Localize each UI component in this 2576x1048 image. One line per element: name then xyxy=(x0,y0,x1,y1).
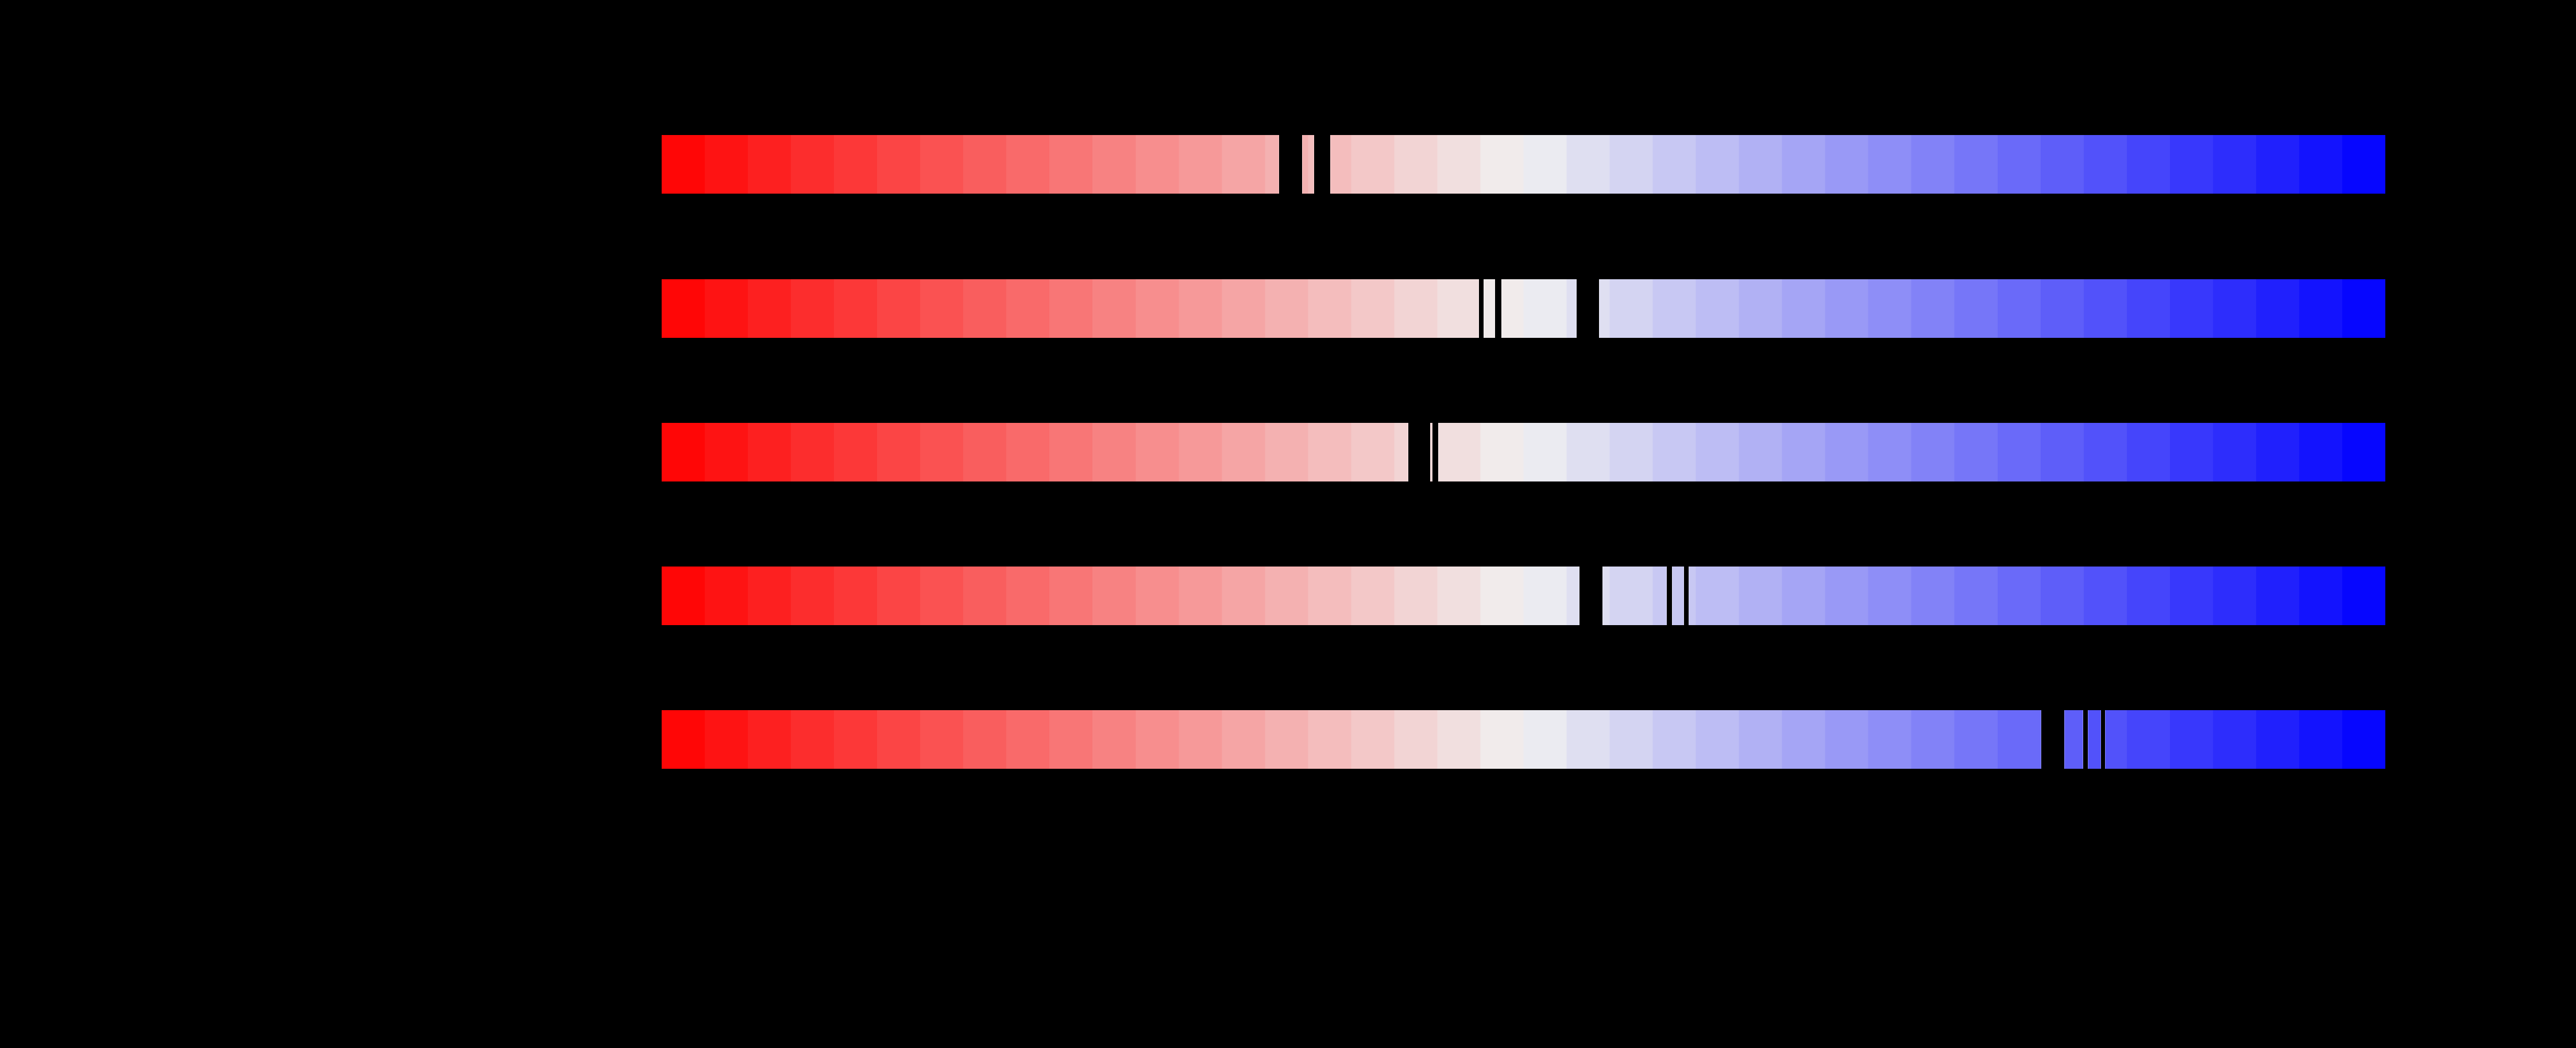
colorbar-marker-3-1[interactable] xyxy=(1408,423,1430,481)
colorbar-row-2[interactable] xyxy=(662,279,2385,338)
colorbar-gradient-2 xyxy=(662,279,2385,338)
colorbar-marker-5-1[interactable] xyxy=(2041,710,2064,769)
colorbar-row-1[interactable] xyxy=(662,135,2385,194)
colorbar-marker-2-1[interactable] xyxy=(1479,279,1484,338)
colorbar-gradient-1 xyxy=(662,135,2385,194)
colorbar-marker-5-2[interactable] xyxy=(2083,710,2088,769)
colorbar-marker-2-2[interactable] xyxy=(1495,279,1501,338)
colorbar-gradient-5 xyxy=(662,710,2385,769)
colorbar-gradient-4 xyxy=(662,567,2385,625)
colorbar-row-4[interactable] xyxy=(662,567,2385,625)
colorbar-row-5[interactable] xyxy=(662,710,2385,769)
colorbar-marker-4-1[interactable] xyxy=(1579,567,1602,625)
colorbar-marker-4-2[interactable] xyxy=(1667,567,1672,625)
colorbar-marker-3-2[interactable] xyxy=(1432,423,1438,481)
colorbar-gradient-3 xyxy=(662,423,2385,481)
colorbar-marker-2-3[interactable] xyxy=(1577,279,1599,338)
colorbar-marker-5-3[interactable] xyxy=(2101,710,2105,769)
colorbar-marker-1-1[interactable] xyxy=(1279,135,1302,194)
colorbar-row-3[interactable] xyxy=(662,423,2385,481)
colorbar-marker-1-2[interactable] xyxy=(1314,135,1330,194)
colorbar-marker-4-3[interactable] xyxy=(1684,567,1689,625)
